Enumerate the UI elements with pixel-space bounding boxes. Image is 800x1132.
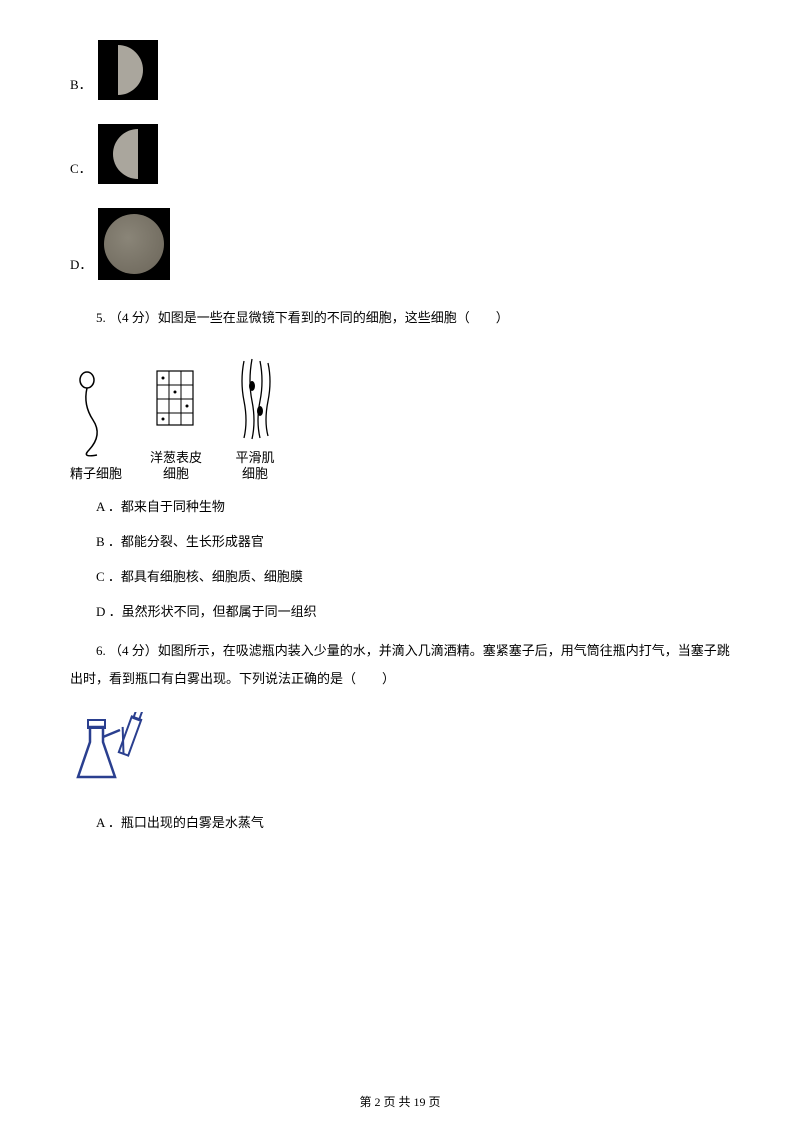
moon-phase-d-image bbox=[98, 208, 170, 280]
q6-points: （4 分） bbox=[109, 643, 158, 658]
q6-number: 6. bbox=[96, 643, 106, 658]
q6-stem: 6. （4 分）如图所示，在吸滤瓶内装入少量的水，并滴入几滴酒精。塞紧塞子后，用… bbox=[70, 637, 730, 694]
q5-option-b: B ．都能分裂、生长形成器官 bbox=[70, 532, 730, 553]
page-footer: 第 2 页 共 19 页 bbox=[0, 1093, 800, 1112]
cell-item-muscle: 平滑肌细胞 bbox=[230, 351, 280, 484]
q5-option-d: D ．虽然形状不同，但都属于同一组织 bbox=[70, 602, 730, 623]
cell-diagram: 精子细胞 洋葱表皮细胞 bbox=[70, 351, 730, 484]
moon-phase-c-image bbox=[98, 124, 158, 184]
option-b-letter: B． bbox=[70, 75, 92, 100]
sperm-label: 精子细胞 bbox=[70, 466, 122, 483]
muscle-cell-icon bbox=[230, 351, 280, 446]
q6-option-a: A ．瓶口出现的白雾是水蒸气 bbox=[70, 813, 730, 834]
onion-cell-icon bbox=[150, 351, 200, 446]
flask-syringe-icon bbox=[70, 712, 180, 792]
muscle-label: 平滑肌细胞 bbox=[230, 450, 280, 484]
moon-phase-b-image bbox=[98, 40, 158, 100]
cell-item-sperm: 精子细胞 bbox=[70, 367, 122, 483]
cell-item-onion: 洋葱表皮细胞 bbox=[150, 351, 202, 484]
q5-number: 5. bbox=[96, 310, 106, 325]
option-b-row: B． bbox=[70, 40, 730, 100]
q5-stem-text: 如图是一些在显微镜下看到的不同的细胞，这些细胞（ ） bbox=[158, 310, 509, 325]
q5-option-a: A ．都来自于同种生物 bbox=[70, 497, 730, 518]
q5-points: （4 分） bbox=[109, 310, 158, 325]
option-d-row: D． bbox=[70, 208, 730, 280]
q5-stem: 5. （4 分）如图是一些在显微镜下看到的不同的细胞，这些细胞（ ） bbox=[70, 304, 730, 333]
option-c-letter: C． bbox=[70, 159, 92, 184]
q6-stem-text: 如图所示，在吸滤瓶内装入少量的水，并滴入几滴酒精。塞紧塞子后，用气筒往瓶内打气，… bbox=[70, 643, 730, 687]
flask-diagram bbox=[70, 712, 730, 799]
onion-label: 洋葱表皮细胞 bbox=[150, 450, 202, 484]
option-d-letter: D． bbox=[70, 255, 92, 280]
option-c-row: C． bbox=[70, 124, 730, 184]
q5-option-c: C ．都具有细胞核、细胞质、细胞膜 bbox=[70, 567, 730, 588]
sperm-cell-icon bbox=[70, 367, 120, 462]
